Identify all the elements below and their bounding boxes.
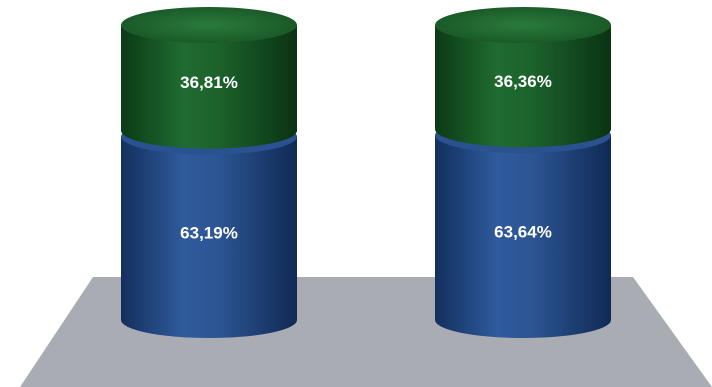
data-label-series-2-bar-1: 36,81% — [180, 73, 238, 92]
cylinder-segment-1-bar-1 — [121, 136, 297, 338]
cylinder-cap-2-bar-1 — [121, 7, 297, 43]
cylinder-stack-1: 63,19% 36,81% — [121, 7, 297, 338]
cylinder-segment-1-bar-2 — [435, 135, 611, 338]
cylinder-stack-2: 63,64% 36,36% — [435, 7, 611, 338]
data-label-series-1-bar-2: 63,64% — [494, 223, 552, 242]
cylinder-segment-2-bar-2 — [435, 25, 611, 148]
data-label-series-1-bar-1: 63,19% — [180, 223, 238, 242]
cylinder-cap-2-bar-2 — [435, 7, 611, 43]
cylinder-segment-2-bar-1 — [121, 25, 297, 149]
data-label-series-2-bar-2: 36,36% — [494, 72, 552, 91]
